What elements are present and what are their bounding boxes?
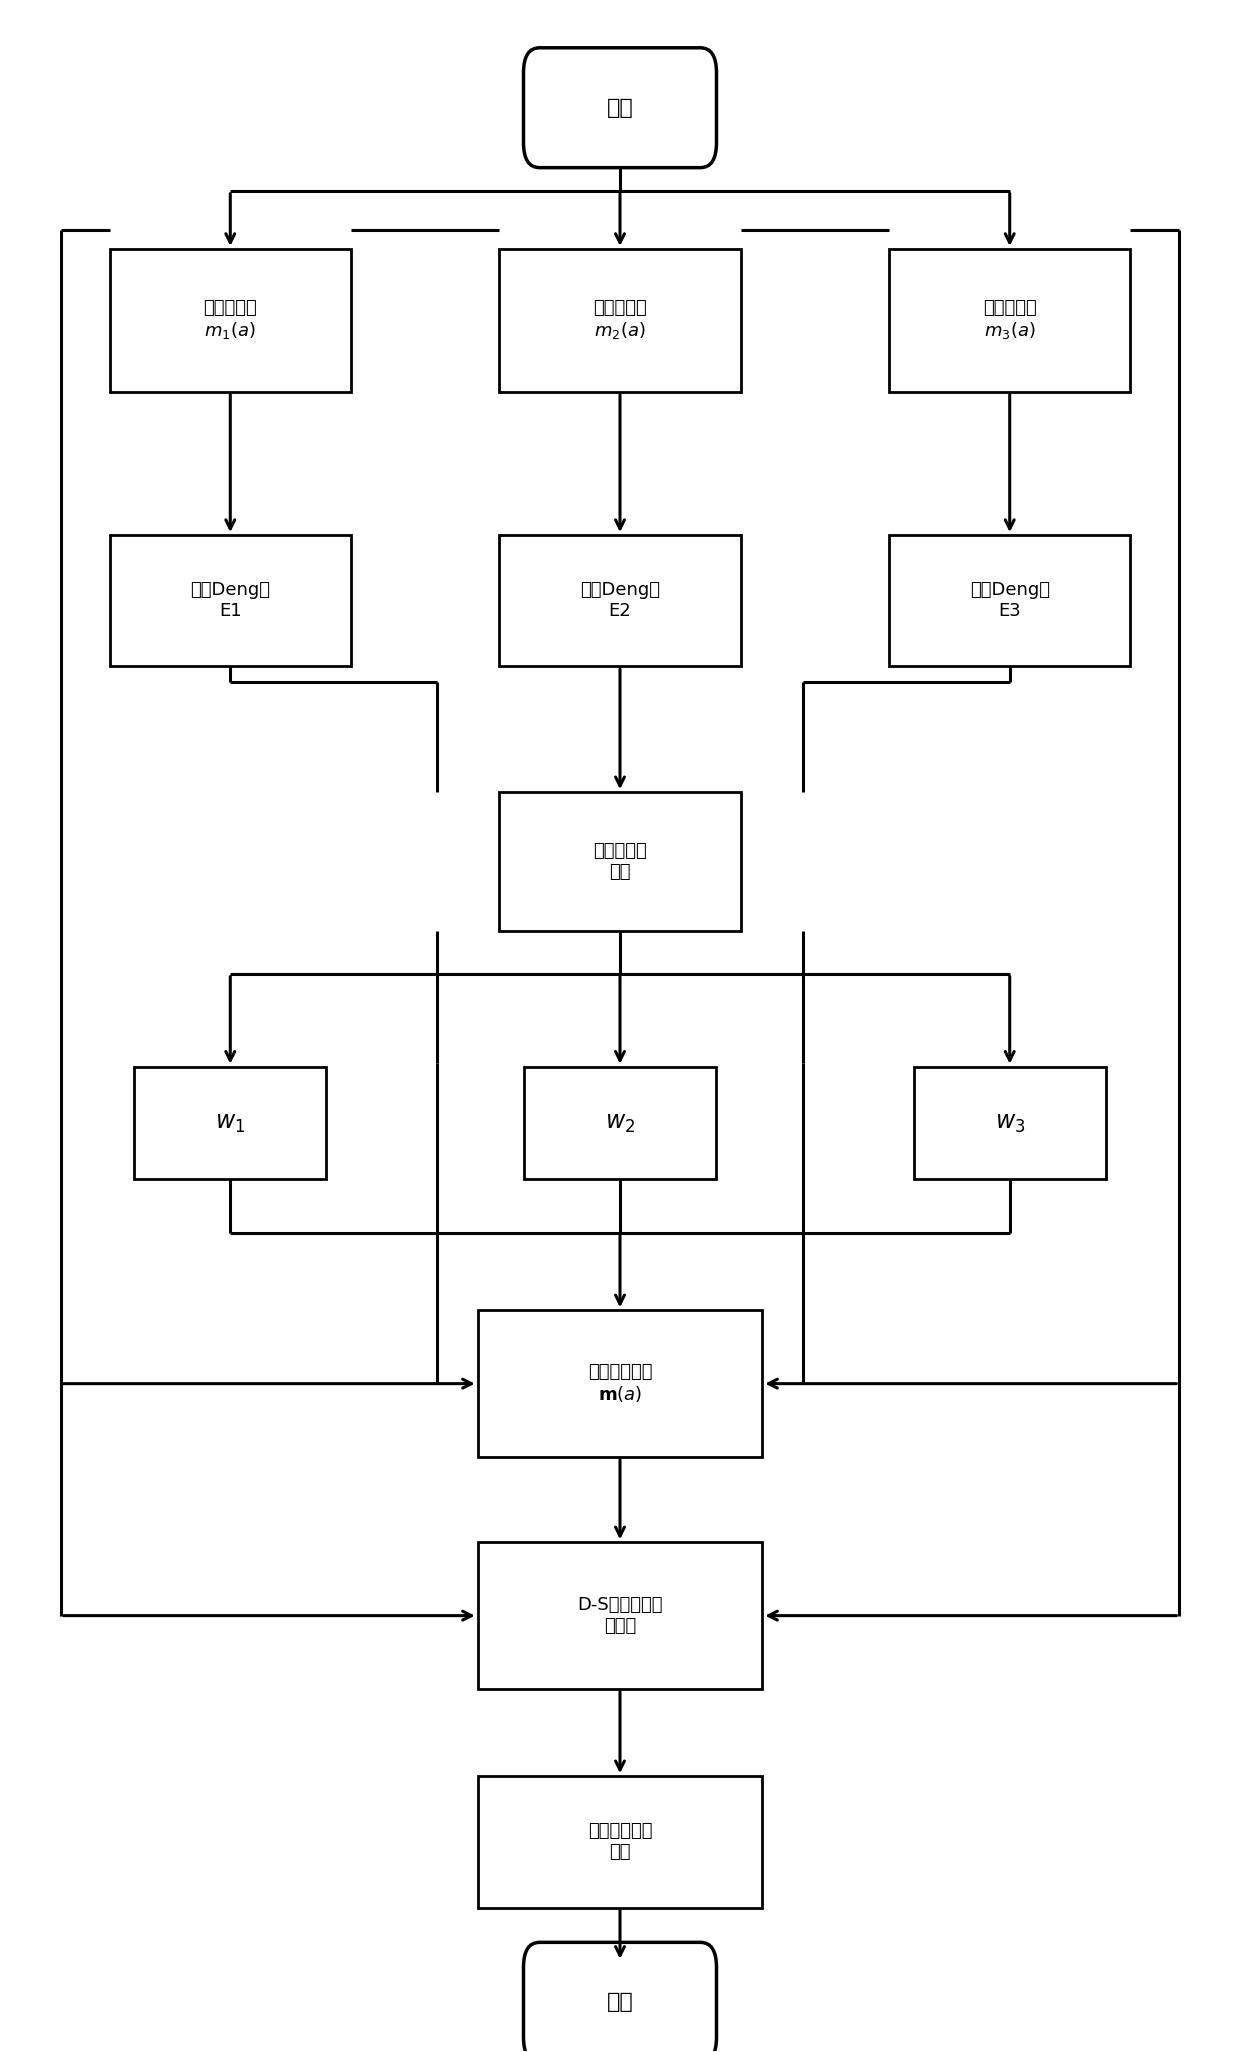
Bar	[889, 248, 1131, 392]
Text: 开始: 开始	[606, 98, 634, 117]
Bar	[477, 1777, 763, 1908]
Bar	[109, 248, 351, 392]
Text: $w_3$: $w_3$	[994, 1110, 1025, 1135]
Bar	[889, 536, 1131, 667]
Text: 计算加权证据
$\mathbf{m}(a)$: 计算加权证据 $\mathbf{m}(a)$	[588, 1363, 652, 1404]
Text: 故障隶属度
$m_2(a)$: 故障隶属度 $m_2(a)$	[593, 300, 647, 341]
Text: $w_2$: $w_2$	[605, 1110, 635, 1135]
Bar	[477, 1309, 763, 1457]
Text: 计算Deng熵
E2: 计算Deng熵 E2	[580, 581, 660, 620]
Text: $w_1$: $w_1$	[216, 1110, 246, 1135]
FancyBboxPatch shape	[523, 1943, 717, 2052]
Bar	[914, 1067, 1106, 1178]
Bar	[500, 248, 740, 392]
Text: 输出故障诊断
结果: 输出故障诊断 结果	[588, 1822, 652, 1861]
Text: 计算Deng熵
E3: 计算Deng熵 E3	[970, 581, 1050, 620]
Text: 故障隶属度
$m_3(a)$: 故障隶属度 $m_3(a)$	[983, 300, 1037, 341]
Bar	[109, 536, 351, 667]
Text: 归一化，求
权値: 归一化，求 权値	[593, 841, 647, 880]
FancyBboxPatch shape	[523, 47, 717, 168]
Text: 故障隶属度
$m_1(a)$: 故障隶属度 $m_1(a)$	[203, 300, 257, 341]
Text: 计算Deng熵
E1: 计算Deng熵 E1	[190, 581, 270, 620]
Bar	[525, 1067, 715, 1178]
Bar	[477, 1543, 763, 1689]
Bar	[500, 536, 740, 667]
Bar	[134, 1067, 326, 1178]
Text: 结束: 结束	[606, 1992, 634, 2013]
Bar	[500, 792, 740, 932]
Text: D-S证据理论组
合规则: D-S证据理论组 合规则	[578, 1596, 662, 1635]
